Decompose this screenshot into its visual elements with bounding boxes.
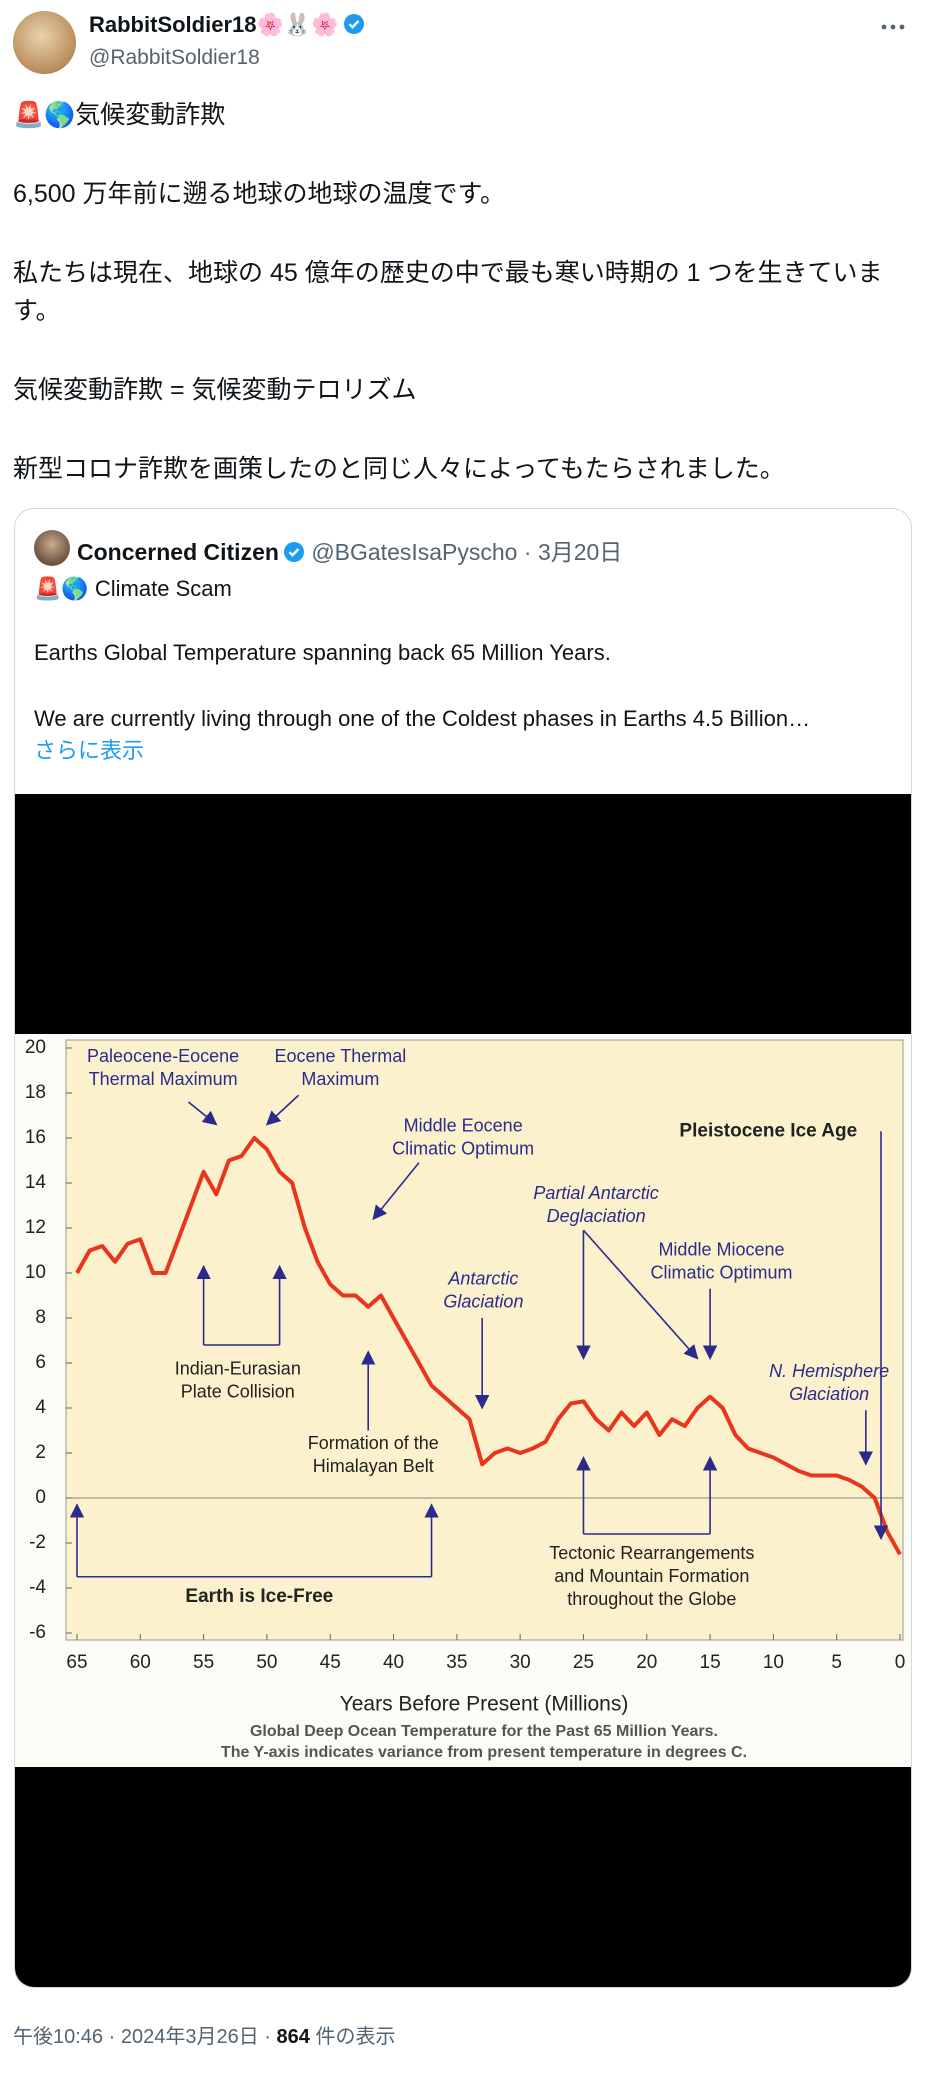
tweet-body: 🚨🌎気候変動詐欺 6,500 万年前に遡る地球の地球の温度です。 私たちは現在、… (13, 96, 913, 529)
tweet-paragraph: 新型コロナ詐欺を画策したのと同じ人々によってもたらされました。 (13, 455, 785, 483)
show-more-link[interactable]: さらに表示 (34, 738, 145, 763)
quote-avatar (34, 530, 70, 566)
quote-paragraph: Earths Global Temperature spanning back … (34, 640, 611, 665)
media-frame[interactable] (15, 794, 911, 1987)
author-avatar[interactable] (13, 11, 76, 74)
tweet-paragraph: 私たちは現在、地球の 45 億年の歴史の中で最も寒い時期の 1 つを生きています… (13, 259, 883, 325)
quote-author-line: Concerned Citizen @BGatesIsaPyscho · 3月2… (77, 533, 622, 567)
author-line: RabbitSoldier18🌸🐰🌸 (89, 12, 365, 38)
post-date[interactable]: 2024年3月26日 (120, 2026, 259, 2048)
separator: · (264, 2026, 271, 2048)
view-label: 件の表示 (315, 2026, 396, 2048)
quote-paragraph: 🚨🌎 Climate Scam (34, 576, 232, 601)
author-name[interactable]: RabbitSoldier18🌸🐰🌸 (89, 12, 339, 37)
view-count: 864 (276, 2026, 310, 2048)
quote-card[interactable]: Concerned Citizen @BGatesIsaPyscho · 3月2… (14, 508, 912, 1988)
tweet-paragraph: 気候変動詐欺 = 気候変動テロリズム (13, 376, 417, 404)
quote-date: 3月20日 (537, 539, 623, 565)
post-time[interactable]: 午後10:46 (13, 2026, 104, 2048)
quote-author-name: Concerned Citizen (77, 539, 279, 565)
tweet-paragraph: 6,500 万年前に遡る地球の地球の温度です。 (13, 180, 506, 208)
separator: · (108, 2026, 116, 2048)
author-handle[interactable]: @RabbitSoldier18 (89, 46, 260, 69)
separator: · (523, 539, 532, 565)
tweet-paragraph: 🚨🌎気候変動詐欺 (13, 101, 226, 129)
quote-paragraph: We are currently living through one of t… (34, 706, 811, 731)
verified-badge (343, 14, 364, 34)
tweet-footer: 午後10:46 · 2024年3月26日 · 864 件の表示 (13, 2020, 395, 2049)
verified-badge (283, 542, 304, 562)
quote-handle: @BGatesIsaPyscho (311, 539, 518, 565)
more-menu[interactable] (880, 20, 906, 34)
